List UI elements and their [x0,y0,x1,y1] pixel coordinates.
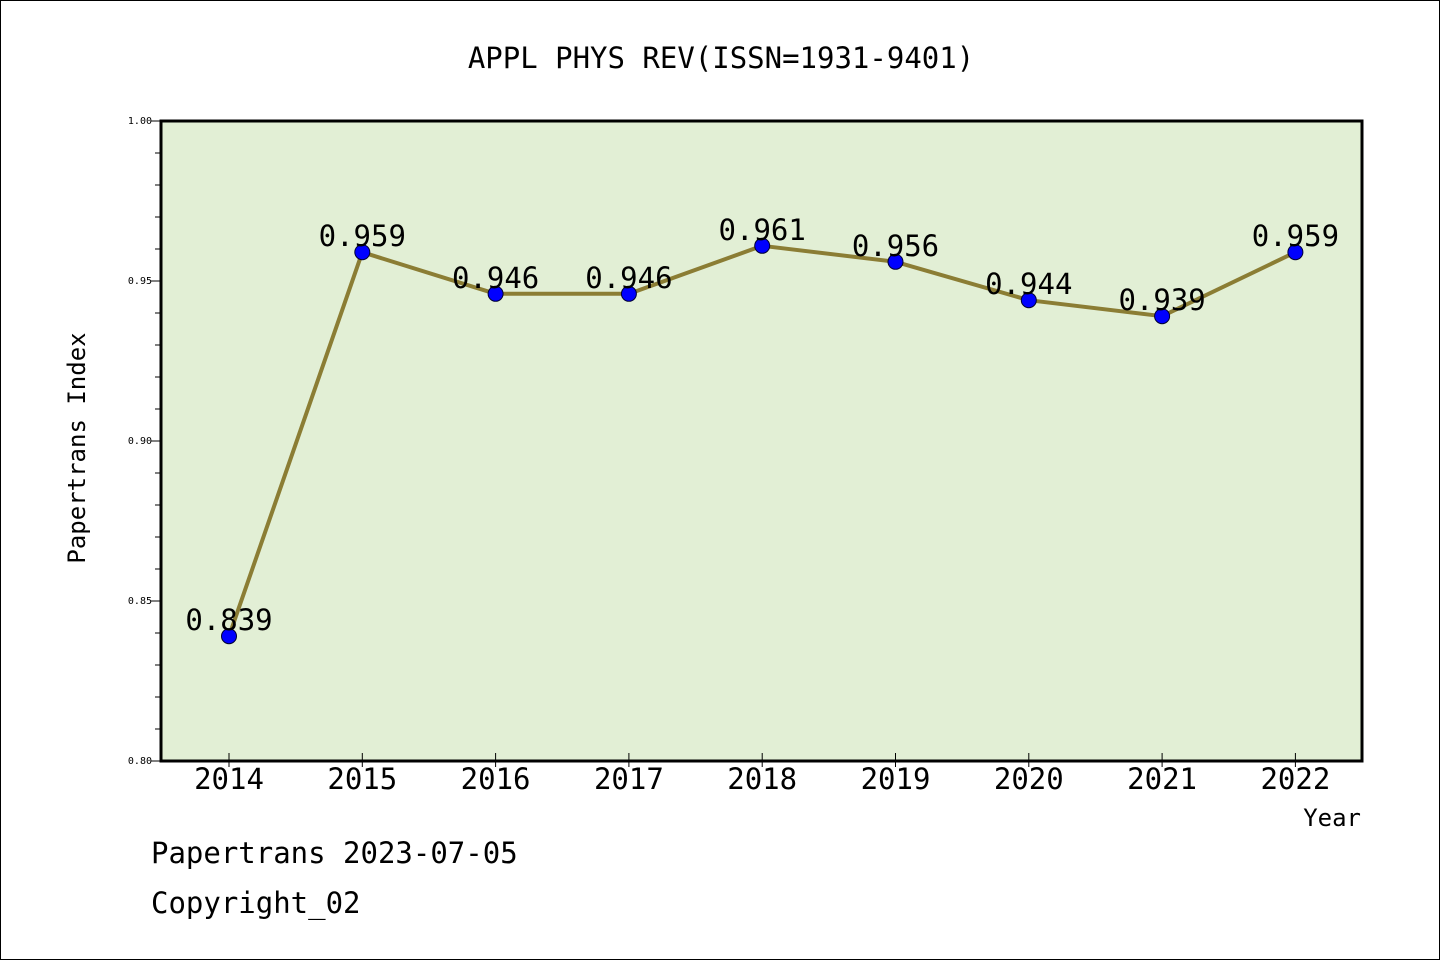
data-point [1020,292,1037,309]
data-label: 0.961 [719,213,806,247]
data-point [754,237,771,254]
y-tick-label: 1.00 [128,116,152,127]
x-tick-label: 2021 [1127,762,1197,796]
data-labels: 0.839 0.959 0.946 0.946 0.961 0.956 0.944 0.939… [185,213,1339,637]
y-tick-label: 0.95 [128,276,152,287]
data-label: 0.959 [319,219,406,253]
data-point [487,285,504,302]
y-tick-label: 0.80 [128,756,152,767]
y-tick-label: 0.90 [128,436,152,447]
plot-area [161,121,1362,761]
data-point [620,285,637,302]
y-tick-label: 0.85 [128,596,152,607]
data-label: 0.939 [1118,283,1205,317]
x-axis-label: Year [1303,804,1361,832]
plot-frame [159,119,1364,763]
data-label: 0.956 [852,229,939,263]
x-tick-label: 2019 [861,762,931,796]
data-point [887,253,904,270]
x-tick-label: 2018 [727,762,797,796]
data-label: 0.946 [452,261,539,295]
x-tick-label: 2020 [994,762,1064,796]
chart-title: APPL PHYS REV(ISSN=1931-9401) [468,41,974,75]
data-point [1287,244,1304,261]
data-point [1154,308,1171,325]
footer-date-text: Papertrans 2023-07-05 [151,836,518,870]
x-tick-label: 2016 [461,762,531,796]
x-tick-label: 2017 [594,762,664,796]
data-point [354,244,371,261]
x-tick-label: 2015 [327,762,397,796]
series-points [221,237,1304,645]
x-tick-label: 2014 [194,762,264,796]
x-axis-ticks: 2014 2015 2016 2017 2018 2019 2020 2021 2022 [194,753,1330,796]
data-label: 0.944 [985,267,1072,301]
x-tick-label: 2022 [1260,762,1330,796]
y-axis-label: Papertrans Index [63,332,91,563]
y-axis-ticks: 0.80 0.85 0.90 0.95 1.00 [128,116,161,767]
data-label: 0.839 [185,603,272,637]
data-label: 0.959 [1252,219,1339,253]
data-point [221,628,237,645]
data-label: 0.946 [585,261,672,295]
footer-copyright-text: Copyright_02 [151,886,361,920]
